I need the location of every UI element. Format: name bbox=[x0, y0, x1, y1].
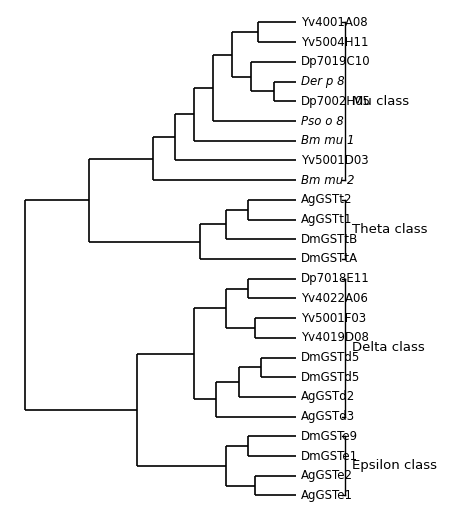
Text: Bm mu 2: Bm mu 2 bbox=[301, 174, 354, 187]
Text: DmGSTe1: DmGSTe1 bbox=[301, 450, 358, 463]
Text: DmGSTd5: DmGSTd5 bbox=[301, 371, 360, 384]
Text: Dp7002H05: Dp7002H05 bbox=[301, 95, 371, 108]
Text: Yv5001D03: Yv5001D03 bbox=[301, 154, 368, 167]
Text: AgGSTd3: AgGSTd3 bbox=[301, 410, 355, 423]
Text: Epsilon class: Epsilon class bbox=[352, 460, 437, 472]
Text: Dp7018E11: Dp7018E11 bbox=[301, 272, 370, 285]
Text: DmGSTtB: DmGSTtB bbox=[301, 233, 358, 246]
Text: Bm mu 1: Bm mu 1 bbox=[301, 134, 354, 147]
Text: AgGSTe1: AgGSTe1 bbox=[301, 489, 353, 502]
Text: AgGSTt1: AgGSTt1 bbox=[301, 213, 352, 226]
Text: Yv5001F03: Yv5001F03 bbox=[301, 311, 366, 325]
Text: Yv4022A06: Yv4022A06 bbox=[301, 292, 368, 305]
Text: Delta class: Delta class bbox=[352, 341, 425, 354]
Text: Theta class: Theta class bbox=[352, 223, 427, 236]
Text: Yv4001A08: Yv4001A08 bbox=[301, 16, 367, 29]
Text: AgGSTt2: AgGSTt2 bbox=[301, 193, 352, 206]
Text: Mu class: Mu class bbox=[352, 95, 409, 108]
Text: Dp7019C10: Dp7019C10 bbox=[301, 56, 370, 68]
Text: DmGSTtA: DmGSTtA bbox=[301, 252, 358, 265]
Text: AgGSTe2: AgGSTe2 bbox=[301, 469, 353, 482]
Text: DmGSTd5: DmGSTd5 bbox=[301, 351, 360, 364]
Text: Der p 8: Der p 8 bbox=[301, 75, 344, 88]
Text: Yv5004H11: Yv5004H11 bbox=[301, 35, 368, 49]
Text: Pso o 8: Pso o 8 bbox=[301, 115, 344, 127]
Text: DmGSTe9: DmGSTe9 bbox=[301, 430, 358, 443]
Text: Yv4019D08: Yv4019D08 bbox=[301, 332, 369, 344]
Text: AgGSTd2: AgGSTd2 bbox=[301, 391, 355, 403]
